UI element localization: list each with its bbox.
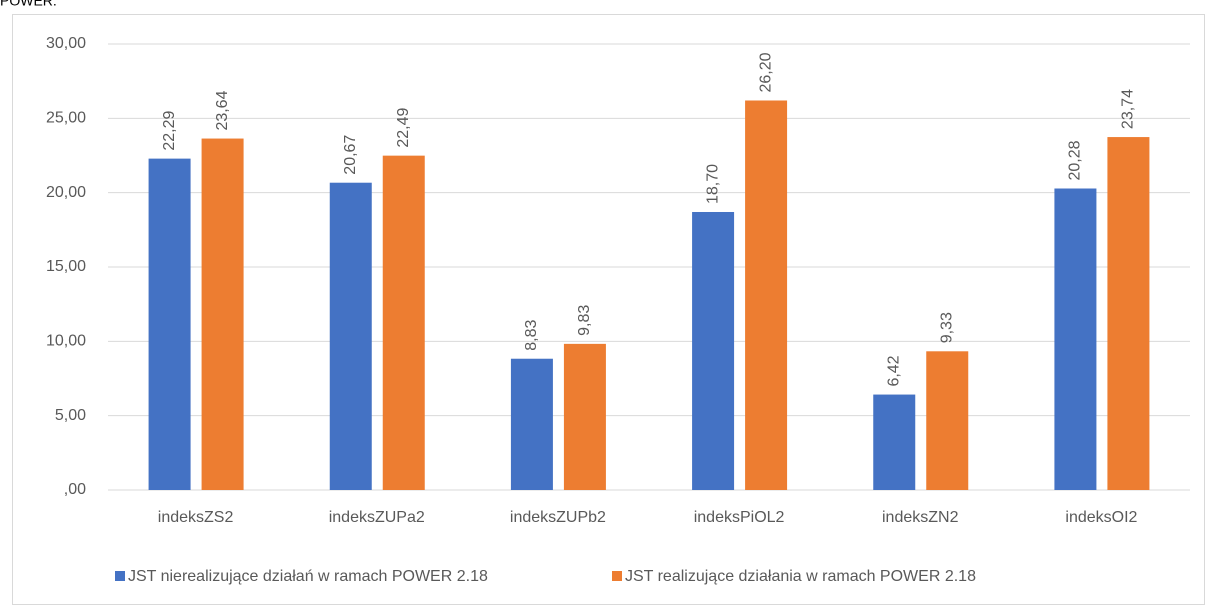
- chart-title: POWER.: [0, 0, 57, 9]
- x-tick-label: indeksZS2: [158, 509, 234, 526]
- data-label: 6,42: [885, 355, 902, 386]
- data-label: 18,70: [704, 164, 721, 204]
- bar: [201, 138, 244, 490]
- y-tick-label: 20,00: [46, 184, 86, 201]
- y-tick-label: 5,00: [55, 407, 86, 424]
- x-tick-label: indeksOI2: [1065, 509, 1137, 526]
- data-label: 8,83: [523, 319, 540, 350]
- bar: [148, 158, 191, 490]
- bar: [926, 351, 969, 490]
- bar: [510, 358, 553, 490]
- x-tick-label: indeksPiOL2: [694, 509, 785, 526]
- bar: [692, 211, 735, 490]
- y-tick-label: 25,00: [46, 110, 86, 127]
- data-label: 9,83: [576, 305, 593, 336]
- data-label: 26,20: [757, 52, 774, 92]
- y-tick-label: 10,00: [46, 333, 86, 350]
- bar: [745, 100, 788, 490]
- x-tick-label: indeksZN2: [882, 509, 959, 526]
- legend-swatch: [612, 571, 622, 581]
- bar: [873, 394, 916, 490]
- y-tick-label: 30,00: [46, 35, 86, 52]
- data-label: 23,74: [1120, 89, 1137, 129]
- data-label: 20,28: [1067, 140, 1084, 180]
- data-label: 22,49: [395, 108, 412, 148]
- x-tick-label: indeksZUPb2: [510, 509, 606, 526]
- legend-swatch: [115, 571, 125, 581]
- legend-label: JST nierealizujące działań w ramach POWE…: [128, 568, 488, 585]
- bar: [563, 343, 606, 490]
- legend-label: JST realizujące działania w ramach POWER…: [625, 568, 976, 585]
- bar: [382, 155, 425, 490]
- data-label: 20,67: [342, 135, 359, 175]
- y-tick-label: 15,00: [46, 258, 86, 275]
- data-label: 9,33: [938, 312, 955, 343]
- data-label: 22,29: [161, 110, 178, 150]
- bar: [329, 182, 372, 490]
- bar: [1107, 137, 1150, 490]
- bar: [1054, 188, 1097, 490]
- y-tick-label: ,00: [64, 481, 86, 498]
- data-label: 23,64: [214, 90, 231, 130]
- x-tick-label: indeksZUPa2: [329, 509, 425, 526]
